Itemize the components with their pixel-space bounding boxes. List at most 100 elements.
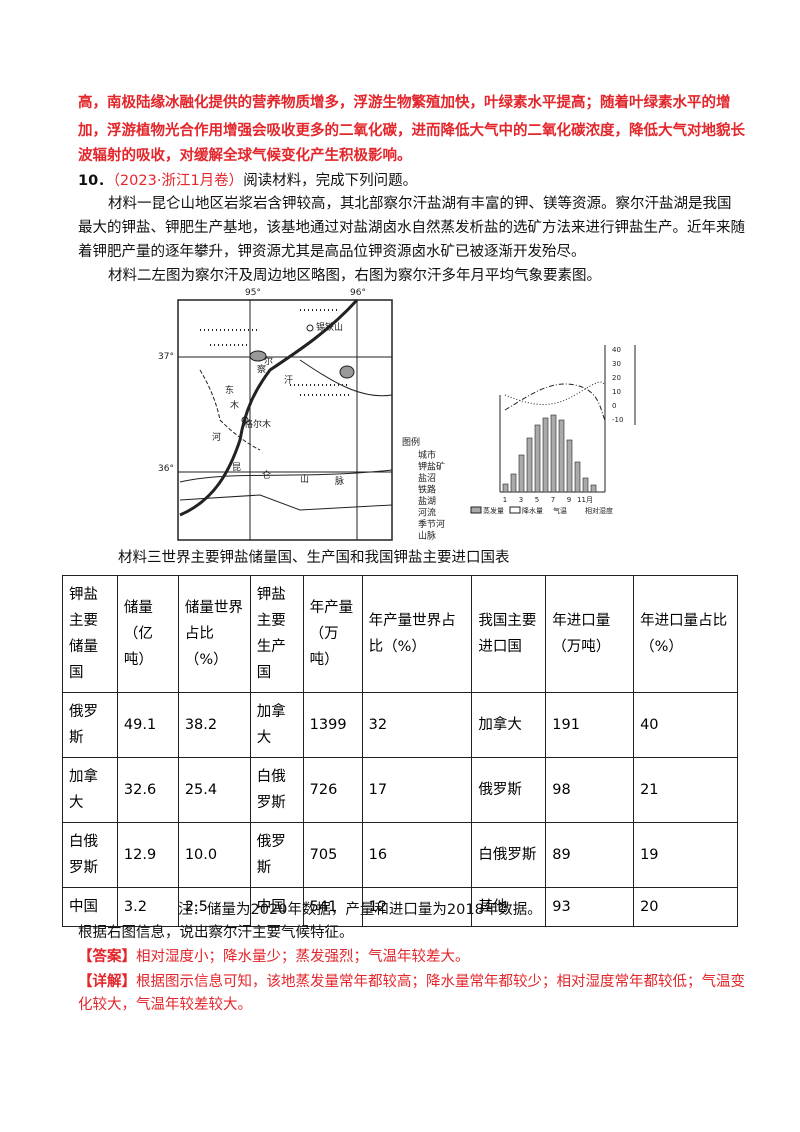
month-tick: 11月 [577,496,593,504]
cell: 年进口量（万吨） [545,575,635,693]
answer-tag: 【答案】 [78,949,136,965]
cell: 白俄罗斯 [249,757,304,823]
legend-item: 盐沼 [418,472,436,484]
cell: 40 [633,692,738,758]
cell: 10.0 [177,822,251,888]
table-row: 中国 3.2 2.5 中国 541 12 其他 93 20 [62,887,738,927]
ask: 根据右图信息，说出察尔汗主要气候特征。 [78,925,354,941]
cell: 19 [633,822,738,888]
place-label: 木 [230,399,239,411]
month-tick: 9 [567,496,571,504]
temp-tick: 30 [612,360,621,368]
material-line: 材料二左图为察尔汗及周边地区略图，右图为察尔汗多年月平均气象要素图。 [108,268,601,284]
material-line: 最大的钾盐、钾肥生产基地，该基地通过对盐湖卤水自然蒸发析盐的选矿方法来进行钾盐生… [78,220,745,236]
cell: 89 [545,822,635,888]
table: 钾盐主要储量国 储量（亿吨） 储量世界占比（%） 钾盐主要生产国 年产量（万吨） 年产量世… [62,575,738,927]
cell: 17 [361,757,473,823]
note: 注：储量为2020年数据，产量和进口量为2018年数据。 [178,902,542,918]
table-caption: 材料三世界主要钾盐储量国、生产国和我国钾盐主要进口国表 [118,550,510,566]
place-label: 河 [212,431,221,443]
legend-item: 山脉 [418,530,436,542]
detail-tag: 【详解】 [78,974,136,990]
place-label: 汗 [284,374,293,386]
legend-item: 铁路 [418,484,436,496]
table-row: 加拿大 32.6 25.4 白俄罗斯 726 17 俄罗斯 98 21 [62,757,738,823]
month-tick: 1 [503,496,507,504]
latitude: 37° [158,352,174,362]
table-row: 白俄罗斯 12.9 10.0 俄罗斯 705 16 白俄罗斯 89 19 [62,822,738,888]
cell: 32 [361,692,473,758]
cell: 93 [545,887,635,927]
month-tick: 5 [535,496,539,504]
latitude: 36° [158,464,174,474]
place-label: 格尔木 [244,418,271,430]
cell: 年进口量占比（%） [633,575,738,693]
answer: 【答案】相对湿度小；降水量少；蒸发强烈；气温年较差大。 [78,947,470,967]
material-line: 着钾肥产量的逐年攀升，钾资源尤其是高品位钾资源卤水矿已被逐渐开发殆尽。 [78,244,586,260]
cell: 储量世界占比（%） [177,575,251,693]
cell: 加拿大 [249,692,304,758]
temp-tick: -10 [612,416,623,424]
question-source: （2023·浙江1月卷） [112,173,244,189]
cell: 32.6 [116,757,179,823]
cell: 俄罗斯 [471,757,547,823]
legend-item: 盐湖 [418,495,436,507]
cell: 12.9 [116,822,179,888]
cell: 白俄罗斯 [62,822,118,888]
cell: 191 [545,692,635,758]
chart-legend: 相对湿度 [585,506,613,515]
chart-legend: 气温 [553,506,567,515]
cell: 加拿大 [62,757,118,823]
cell: 年产量（万吨） [302,575,363,693]
place-label: 东 [225,384,234,396]
question: 10．（2023·浙江1月卷）阅读材料，完成下列问题。 [78,171,417,191]
question-number: 10． [78,173,113,189]
longitude: 95° [245,288,261,298]
cell: 541 [302,887,363,927]
cell: 705 [302,822,363,888]
cell: 中国 [249,887,304,927]
legend-item: 城市 [418,449,436,461]
temp-tick: 20 [612,374,621,382]
month-tick: 3 [519,496,523,504]
cell: 中国 [62,887,118,927]
longitude: 96° [350,288,366,298]
climate-chart [470,345,636,514]
cell: 20 [633,887,738,927]
detail: 【详解】根据图示信息可知，该地蒸发量常年都较高；降水量常年都较少；相对湿度常年都… [78,972,745,992]
cell: 49.1 [116,692,179,758]
cell: 12 [361,887,473,927]
cell: 25.4 [177,757,251,823]
place-label: 山 [300,474,309,485]
map [177,298,393,541]
cell: 16 [361,822,473,888]
legend-item: 季节河 [418,518,445,530]
cell: 俄罗斯 [62,692,118,758]
cell: 白俄罗斯 [471,822,547,888]
place-label: 昆 [232,462,241,473]
cell: 储量（亿吨） [116,575,179,693]
cell: 钾盐主要生产国 [249,575,304,693]
chart-legend: 蒸发量 [483,506,504,515]
table-row: 俄罗斯 49.1 38.2 加拿大 1399 32 加拿大 191 40 [62,692,738,758]
explanation-line: 加，浮游植物光合作用增强会吸收更多的二氧化碳，进而降低大气中的二氧化碳浓度，降低… [78,123,745,139]
temp-tick: 40 [612,346,621,354]
place-label: 察 [257,363,266,375]
cell: 加拿大 [471,692,547,758]
cell: 年产量世界占比（%） [361,575,473,693]
place-label: 锡铁山 [316,321,343,333]
answer-text: 相对湿度小；降水量少；蒸发强烈；气温年较差大。 [136,949,470,965]
question-prompt: 阅读材料，完成下列问题。 [243,173,418,189]
cell: 俄罗斯 [249,822,304,888]
place-label: 脉 [335,475,344,487]
cell: 726 [302,757,363,823]
material-line: 材料一昆仑山地区岩浆岩含钾较高，其北部察尔汗盐湖有丰富的钾、镁等资源。察尔汗盐湖… [108,196,732,212]
cell: 98 [545,757,635,823]
legend-item: 河流 [418,507,436,519]
cell: 钾盐主要储量国 [62,575,118,693]
place-label: 仑 [262,469,271,481]
temp-tick: 0 [612,402,616,410]
legend-title: 图例 [402,436,420,448]
detail-line: 化较大，气温年较差较大。 [78,997,252,1013]
